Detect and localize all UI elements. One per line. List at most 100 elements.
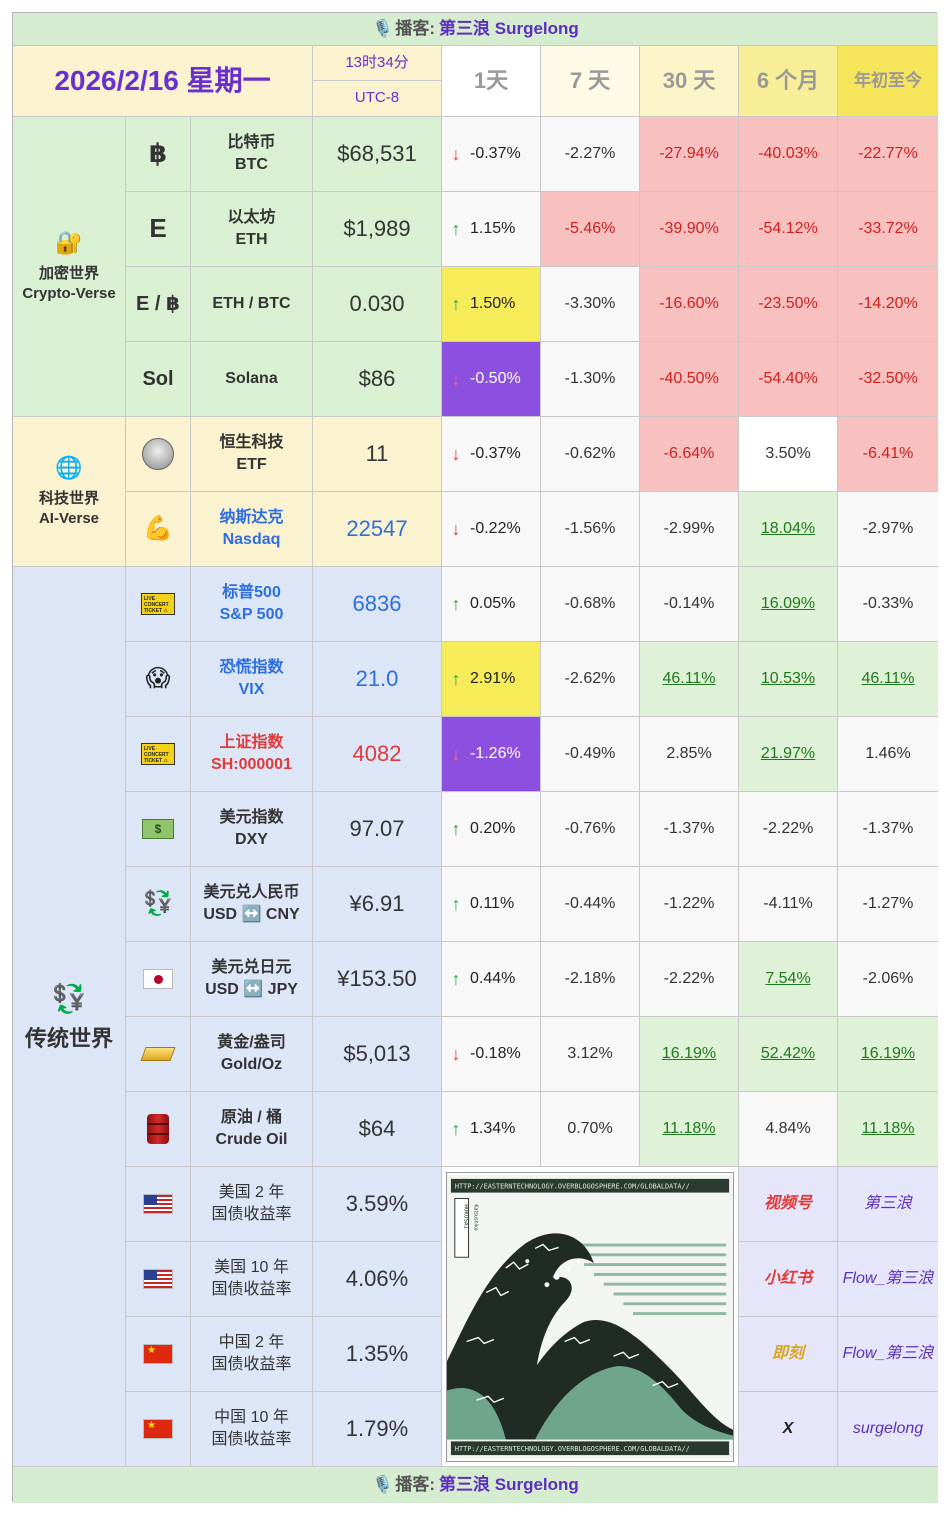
muscle-icon: 💪 xyxy=(143,514,173,542)
change-1d-value: 2.91% xyxy=(470,670,516,688)
asset-symbol: ฿ xyxy=(148,138,168,169)
change-m6: 16.09% xyxy=(739,567,838,642)
china-flag-icon xyxy=(143,1344,173,1364)
bond-flag-cell xyxy=(126,1242,191,1317)
col-header-30d: 30 天 xyxy=(640,46,739,117)
section-crypto-label: 加密世界 xyxy=(38,265,99,283)
change-ytd: -14.20% xyxy=(838,267,938,342)
microphone-icon: 🎙️ xyxy=(372,1474,394,1494)
section-traditional-label: 传统世界 xyxy=(24,1025,113,1051)
col-header-1d: 1天 xyxy=(442,46,541,117)
asset-symbol-cell xyxy=(126,417,191,492)
bond-type: 国债收益率 xyxy=(211,1206,292,1223)
bond-name-cell: 中国 10 年国债收益率 xyxy=(191,1392,313,1467)
asset-name: 恐慌指数 xyxy=(219,659,284,677)
change-m6: 52.42% xyxy=(739,1017,838,1092)
change-1d-value: 0.11% xyxy=(470,895,515,913)
asset-symbol: E / ฿ xyxy=(136,292,180,315)
change-m6: 7.54% xyxy=(739,942,838,1017)
asset-name-cell: ETH / BTC xyxy=(191,267,313,342)
change-m6: -54.12% xyxy=(739,192,838,267)
asset-code: S&P 500 xyxy=(219,606,284,623)
change-d30: 2.85% xyxy=(640,717,739,792)
bond-type: 国债收益率 xyxy=(211,1281,292,1298)
asset-name: ETH / BTC xyxy=(212,295,291,313)
social-platform[interactable]: 视频号 xyxy=(739,1167,838,1242)
change-d7: -5.46% xyxy=(541,192,640,267)
section-tech-label: 科技世界 xyxy=(38,490,99,508)
bond-name: 美国 2 年 xyxy=(218,1184,285,1202)
microphone-icon: 🎙️ xyxy=(372,18,394,38)
change-d7: -0.44% xyxy=(541,867,640,942)
change-d30: -2.99% xyxy=(640,492,739,567)
asset-code: ETF xyxy=(236,456,267,473)
change-d7: -0.62% xyxy=(541,417,640,492)
arrow-up-icon: ↑ xyxy=(451,818,461,839)
arrow-down-icon: ↓ xyxy=(451,443,461,464)
social-platform[interactable]: X xyxy=(739,1392,838,1467)
scream-icon: 😱 xyxy=(145,664,171,692)
asset-name-cell: 美元兑人民币 USD ↔️ CNY xyxy=(191,867,313,942)
change-1d-value: 1.15% xyxy=(470,220,516,238)
change-ytd: 16.19% xyxy=(838,1017,938,1092)
asset-code: SH:000001 xyxy=(211,756,292,773)
change-m6: -23.50% xyxy=(739,267,838,342)
change-d7: -2.27% xyxy=(541,117,640,192)
asset-price: $86 xyxy=(313,342,442,417)
time-label: 13时34分 xyxy=(313,46,442,81)
wave-art-cell: HTTP://EASTERNTECHNOLOGY.OVERBLOGOSPHERE… xyxy=(442,1167,739,1467)
asset-symbol-cell: LIVE CONCERT TICKET ⚠ xyxy=(126,717,191,792)
asset-name: 标普500 xyxy=(222,584,281,602)
change-d30: -16.60% xyxy=(640,267,739,342)
change-ytd: -1.37% xyxy=(838,792,938,867)
bond-flag-cell xyxy=(126,1392,191,1467)
social-handle[interactable]: Flow_第三浪 xyxy=(838,1242,938,1317)
asset-code: DXY xyxy=(235,831,268,848)
change-m6: 3.50% xyxy=(739,417,838,492)
arrow-up-icon: ↑ xyxy=(451,668,461,689)
asset-name: 美元指数 xyxy=(219,809,284,827)
change-ytd: -33.72% xyxy=(838,192,938,267)
change-1d: ↓ -1.26% xyxy=(442,717,541,792)
asset-symbol-cell: 😱 xyxy=(126,642,191,717)
asset-code: USD ↔️ JPY xyxy=(205,981,298,998)
asset-symbol-cell: 💪 xyxy=(126,492,191,567)
ticket-icon: LIVE CONCERT TICKET ⚠ xyxy=(141,743,175,765)
asset-code: USD ↔️ CNY xyxy=(203,906,300,923)
change-m6: 4.84% xyxy=(739,1092,838,1167)
asset-symbol-cell: $ xyxy=(126,792,191,867)
japan-flag-icon xyxy=(143,969,173,989)
social-handle[interactable]: surgelong xyxy=(838,1392,938,1467)
us-flag-icon xyxy=(143,1194,173,1214)
change-1d: ↓ -0.37% xyxy=(442,417,541,492)
asset-name: 以太坊 xyxy=(227,209,276,227)
arrow-up-icon: ↑ xyxy=(451,893,461,914)
change-1d: ↑ 1.50% xyxy=(442,267,541,342)
asset-name-cell: Solana xyxy=(191,342,313,417)
col-header-7d: 7 天 xyxy=(541,46,640,117)
social-handle[interactable]: Flow_第三浪 xyxy=(838,1317,938,1392)
asset-price: 11 xyxy=(313,417,442,492)
change-m6: -40.03% xyxy=(739,117,838,192)
bond-yield: 3.59% xyxy=(313,1167,442,1242)
asset-price: ¥153.50 xyxy=(313,942,442,1017)
change-m6: 10.53% xyxy=(739,642,838,717)
change-d7: -0.49% xyxy=(541,717,640,792)
money-icon: $ xyxy=(142,819,174,839)
bond-type: 国债收益率 xyxy=(211,1356,292,1373)
social-handle[interactable]: 第三浪 xyxy=(838,1167,938,1242)
change-d7: -2.18% xyxy=(541,942,640,1017)
col-header-6m: 6 个月 xyxy=(739,46,838,117)
social-platform[interactable]: 即刻 xyxy=(739,1317,838,1392)
social-platform[interactable]: 小红书 xyxy=(739,1242,838,1317)
change-1d: ↑ 1.34% xyxy=(442,1092,541,1167)
top-banner: 🎙️ 播客: 第三浪 Surgelong xyxy=(13,13,938,46)
asset-code: ETH xyxy=(235,231,268,248)
lock-icon: 🔐 xyxy=(55,230,83,256)
change-d30: 16.19% xyxy=(640,1017,739,1092)
bond-name-cell: 美国 2 年国债收益率 xyxy=(191,1167,313,1242)
wave-side-title: HOKUSAI xyxy=(463,1204,469,1229)
asset-symbol-cell: Sol xyxy=(126,342,191,417)
asset-price: $68,531 xyxy=(313,117,442,192)
asset-name-cell: 上证指数 SH:000001 xyxy=(191,717,313,792)
